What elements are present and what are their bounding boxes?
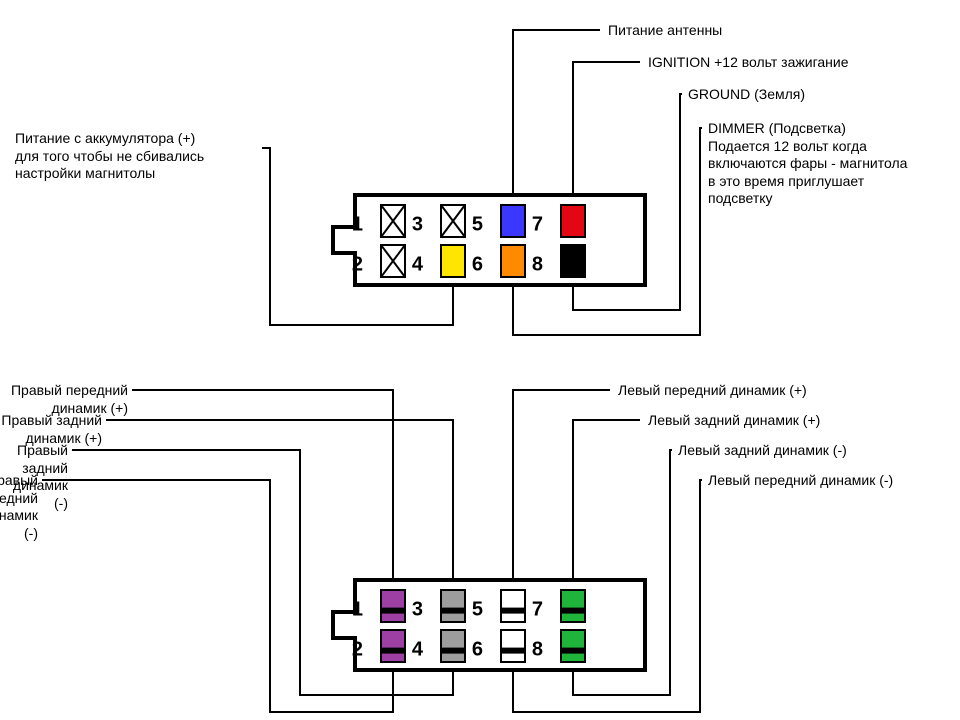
label-lf-neg: Левый передний динамик (-) bbox=[708, 472, 893, 490]
svg-text:1: 1 bbox=[352, 599, 363, 621]
label-ignition: IGNITION +12 вольт зажигание bbox=[648, 54, 849, 72]
svg-text:6: 6 bbox=[472, 639, 483, 661]
svg-text:3: 3 bbox=[412, 214, 423, 236]
svg-text:8: 8 bbox=[532, 639, 543, 661]
label-battery: Питание с аккумулятора (+) для того чтоб… bbox=[15, 130, 255, 183]
svg-text:4: 4 bbox=[412, 254, 424, 276]
wiring-diagram: 1 3 5 7 2 4 6 8 1 3 5 7 2 4 6 8 bbox=[0, 0, 960, 720]
svg-text:4: 4 bbox=[412, 639, 424, 661]
svg-text:5: 5 bbox=[472, 599, 483, 621]
svg-text:2: 2 bbox=[352, 254, 363, 276]
label-dimmer: DIMMER (Подсветка) Подается 12 вольт ког… bbox=[708, 120, 938, 208]
svg-text:7: 7 bbox=[532, 599, 543, 621]
label-ground: GROUND (Земля) bbox=[688, 86, 805, 104]
svg-text:7: 7 bbox=[532, 214, 543, 236]
svg-text:6: 6 bbox=[472, 254, 483, 276]
label-lr-neg: Левый задний динамик (-) bbox=[678, 442, 847, 460]
svg-text:2: 2 bbox=[352, 639, 363, 661]
svg-text:5: 5 bbox=[472, 214, 483, 236]
label-lr-pos: Левый задний динамик (+) bbox=[648, 412, 820, 430]
svg-text:3: 3 bbox=[412, 599, 423, 621]
label-antenna: Питание антенны bbox=[608, 22, 722, 40]
svg-text:1: 1 bbox=[352, 214, 363, 236]
svg-text:8: 8 bbox=[532, 254, 543, 276]
label-lf-pos: Левый передний динамик (+) bbox=[618, 382, 807, 400]
label-rf-neg: Правый передний динамик (-) bbox=[0, 472, 38, 542]
